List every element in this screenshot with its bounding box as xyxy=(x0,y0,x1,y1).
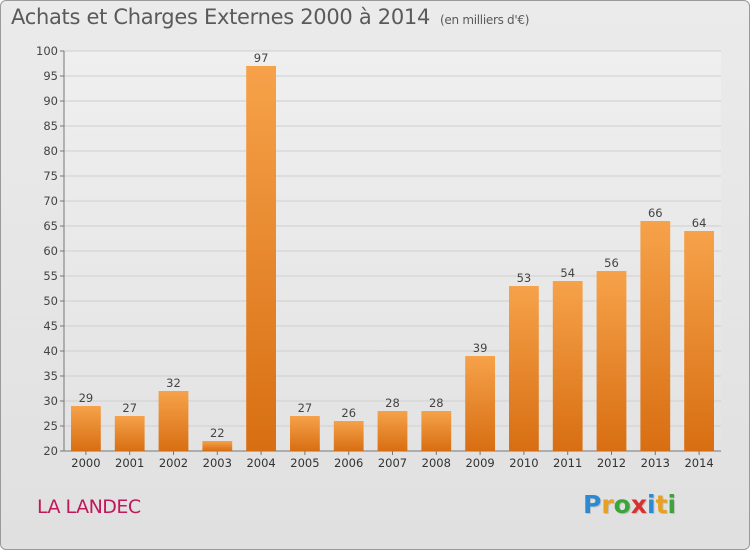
bar xyxy=(421,411,452,451)
y-tick-label: 45 xyxy=(43,319,58,333)
x-tick-label: 2014 xyxy=(684,456,713,470)
bar xyxy=(640,221,671,451)
x-tick-label: 2001 xyxy=(115,456,144,470)
x-tick-label: 2004 xyxy=(246,456,275,470)
x-tick-label: 2006 xyxy=(334,456,363,470)
bar-value-label: 56 xyxy=(604,256,619,270)
chart-subtitle: (en milliers d'€) xyxy=(440,13,530,27)
bar-value-label: 53 xyxy=(517,271,532,285)
bar xyxy=(114,416,145,451)
y-tick-label: 20 xyxy=(43,444,58,458)
x-tick-label: 2010 xyxy=(509,456,538,470)
x-tick-label: 2007 xyxy=(378,456,407,470)
x-tick-label: 2012 xyxy=(597,456,626,470)
x-tick-label: 2005 xyxy=(290,456,319,470)
bar xyxy=(290,416,320,451)
x-tick-label: 2000 xyxy=(71,456,100,470)
y-tick-label: 35 xyxy=(43,369,58,383)
bar-value-label: 28 xyxy=(385,396,400,410)
bar-value-label: 32 xyxy=(166,376,181,390)
y-tick-label: 80 xyxy=(43,144,58,158)
x-tick-label: 2009 xyxy=(465,456,494,470)
logo-letter: i xyxy=(667,490,677,519)
bar xyxy=(71,406,101,451)
bar-value-label: 66 xyxy=(648,206,663,220)
logo-letter: r xyxy=(601,490,614,519)
x-tick-label: 2002 xyxy=(159,456,188,470)
y-tick-label: 70 xyxy=(43,194,58,208)
y-tick-label: 85 xyxy=(43,119,58,133)
bar-value-label: 97 xyxy=(254,51,269,65)
logo-letter: o xyxy=(613,490,631,519)
proxiti-logo: Proxiti xyxy=(583,490,676,519)
x-tick-label: 2011 xyxy=(553,456,582,470)
y-tick-label: 95 xyxy=(43,69,58,83)
bar-value-label: 28 xyxy=(429,396,444,410)
bar xyxy=(596,271,627,451)
bar xyxy=(158,391,189,451)
bar-value-label: 27 xyxy=(298,401,313,415)
logo-letter: i xyxy=(647,490,656,519)
bar-value-label: 39 xyxy=(473,341,488,355)
y-tick-label: 60 xyxy=(43,244,58,258)
y-tick-label: 55 xyxy=(43,269,58,283)
bar xyxy=(465,356,495,451)
y-tick-label: 25 xyxy=(43,419,58,433)
logo-letter: x xyxy=(630,490,647,519)
x-tick-label: 2013 xyxy=(641,456,670,470)
x-tick-label: 2008 xyxy=(422,456,451,470)
bar xyxy=(202,441,233,451)
bar xyxy=(552,281,583,451)
bar-value-label: 54 xyxy=(560,266,575,280)
bar xyxy=(509,286,539,451)
bar-value-label: 29 xyxy=(79,391,94,405)
y-tick-label: 100 xyxy=(36,44,58,58)
chart-title: Achats et Charges Externes 2000 à 2014 (e… xyxy=(11,5,529,29)
y-tick-label: 40 xyxy=(43,344,58,358)
bar-value-label: 27 xyxy=(122,401,137,415)
y-tick-label: 50 xyxy=(43,294,58,308)
logo-letter: t xyxy=(655,490,668,519)
bar xyxy=(246,66,276,451)
chart-title-text: Achats et Charges Externes 2000 à 2014 xyxy=(11,5,431,29)
y-tick-label: 65 xyxy=(43,219,58,233)
place-name: LA LANDEC xyxy=(37,496,141,518)
logo-letter: P xyxy=(583,490,602,519)
y-tick-label: 75 xyxy=(43,169,58,183)
bar xyxy=(377,411,408,451)
bar-value-label: 26 xyxy=(341,406,356,420)
bar-value-label: 22 xyxy=(210,426,225,440)
bar-value-label: 64 xyxy=(692,216,707,230)
bar xyxy=(333,421,364,451)
x-tick-label: 2003 xyxy=(203,456,232,470)
y-tick-label: 90 xyxy=(43,94,58,108)
y-tick-label: 30 xyxy=(43,394,58,408)
bar xyxy=(684,231,714,451)
